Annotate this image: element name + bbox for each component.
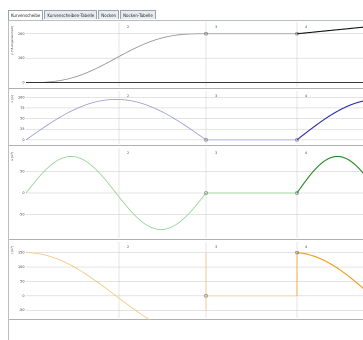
- jerk-curve-segment-1: [25, 252, 151, 320]
- position-tick-label: 100: [18, 56, 24, 60]
- position-segment-marker[interactable]: [204, 32, 208, 36]
- acceleration-plot-panel[interactable]: a [/s²] 50 0 -50 2 3 4: [9, 146, 363, 240]
- jerk-segment-marker[interactable]: [295, 251, 299, 255]
- jerk-tick-label: 50: [20, 279, 24, 283]
- velocity-x-tick-label: 2: [127, 94, 129, 98]
- position-chart[interactable]: 200 100 0 2 3 4: [9, 20, 363, 89]
- acceleration-tick-label: 0: [22, 191, 24, 195]
- velocity-curve-segment-1: [25, 98, 207, 141]
- acceleration-x-tick-label: 4: [305, 151, 307, 155]
- acceleration-tick-label: -50: [19, 213, 25, 217]
- jerk-tick-label: -50: [19, 308, 25, 312]
- velocity-tick-label: 50: [20, 117, 24, 121]
- velocity-segment-marker[interactable]: [204, 138, 208, 142]
- tab-bar: Kurvenscheibe Kurvenscheiben-Tabelle Noc…: [8, 10, 157, 20]
- tab-kurvenscheiben-tabelle[interactable]: Kurvenscheiben-Tabelle: [44, 10, 98, 19]
- plot-frame: [8, 20, 363, 340]
- velocity-plot-panel[interactable]: v [/s] 100 75 50 25 0 2 3 4: [9, 89, 363, 146]
- acceleration-tick-label: 50: [20, 170, 24, 174]
- acceleration-x-tick-label: 3: [215, 151, 217, 155]
- position-x-tick-label: 4: [305, 25, 307, 29]
- velocity-x-tick-label: 3: [215, 94, 217, 98]
- velocity-tick-label: 100: [18, 95, 24, 99]
- jerk-tick-label: 100: [18, 265, 24, 269]
- position-x-tick-label: 2: [127, 25, 129, 29]
- velocity-tick-label: 0: [22, 138, 24, 142]
- velocity-curve-segment-2: [296, 100, 363, 141]
- jerk-x-tick-label: 4: [305, 245, 307, 249]
- position-plot-panel[interactable]: y [°/Längeneinheit] 200 100 0 2 3 4: [9, 20, 363, 89]
- velocity-tick-label: 75: [20, 106, 24, 110]
- position-segment-marker[interactable]: [295, 32, 299, 36]
- position-curve-segment-2: [296, 26, 363, 35]
- tab-nocken-tabelle[interactable]: Nocken-Tabelle: [120, 10, 156, 19]
- velocity-segment-marker[interactable]: [295, 138, 299, 142]
- jerk-segment-marker[interactable]: [204, 294, 208, 298]
- acceleration-chart[interactable]: 50 0 -50 2 3 4: [9, 146, 363, 240]
- velocity-tick-label: 25: [20, 127, 24, 131]
- jerk-x-tick-label: 2: [127, 245, 129, 249]
- acceleration-x-tick-label: 2: [127, 151, 129, 155]
- tab-kurvenscheibe[interactable]: Kurvenscheibe: [8, 10, 44, 20]
- jerk-x-tick-label: 3: [215, 245, 217, 249]
- position-tick-label: 0: [22, 81, 24, 85]
- position-curve-segment-1: [26, 33, 206, 83]
- tab-nocken[interactable]: Nocken: [98, 10, 120, 19]
- acceleration-curve-segment-2: [296, 155, 363, 194]
- jerk-curve-segment-2: [296, 252, 363, 289]
- jerk-chart[interactable]: 150 100 50 0 -50 2 3 4: [9, 240, 363, 320]
- jerk-tick-label: 0: [22, 294, 24, 298]
- position-x-tick-label: 3: [215, 25, 217, 29]
- position-tick-label: 200: [18, 32, 24, 36]
- jerk-tick-label: 150: [18, 251, 24, 255]
- velocity-chart[interactable]: 100 75 50 25 0 2 3 4: [9, 89, 363, 146]
- jerk-plot-panel[interactable]: j [/s³] 150 100 50 0 -50 2 3 4: [9, 240, 363, 320]
- acceleration-segment-marker[interactable]: [295, 191, 299, 195]
- acceleration-segment-marker[interactable]: [204, 191, 208, 195]
- acceleration-curve-segment-1: [25, 156, 207, 230]
- velocity-x-tick-label: 4: [305, 94, 307, 98]
